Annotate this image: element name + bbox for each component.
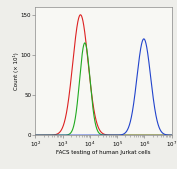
X-axis label: FACS testing of human Jurkat cells: FACS testing of human Jurkat cells [56,150,151,155]
Y-axis label: Count (× 10¹): Count (× 10¹) [13,52,19,90]
